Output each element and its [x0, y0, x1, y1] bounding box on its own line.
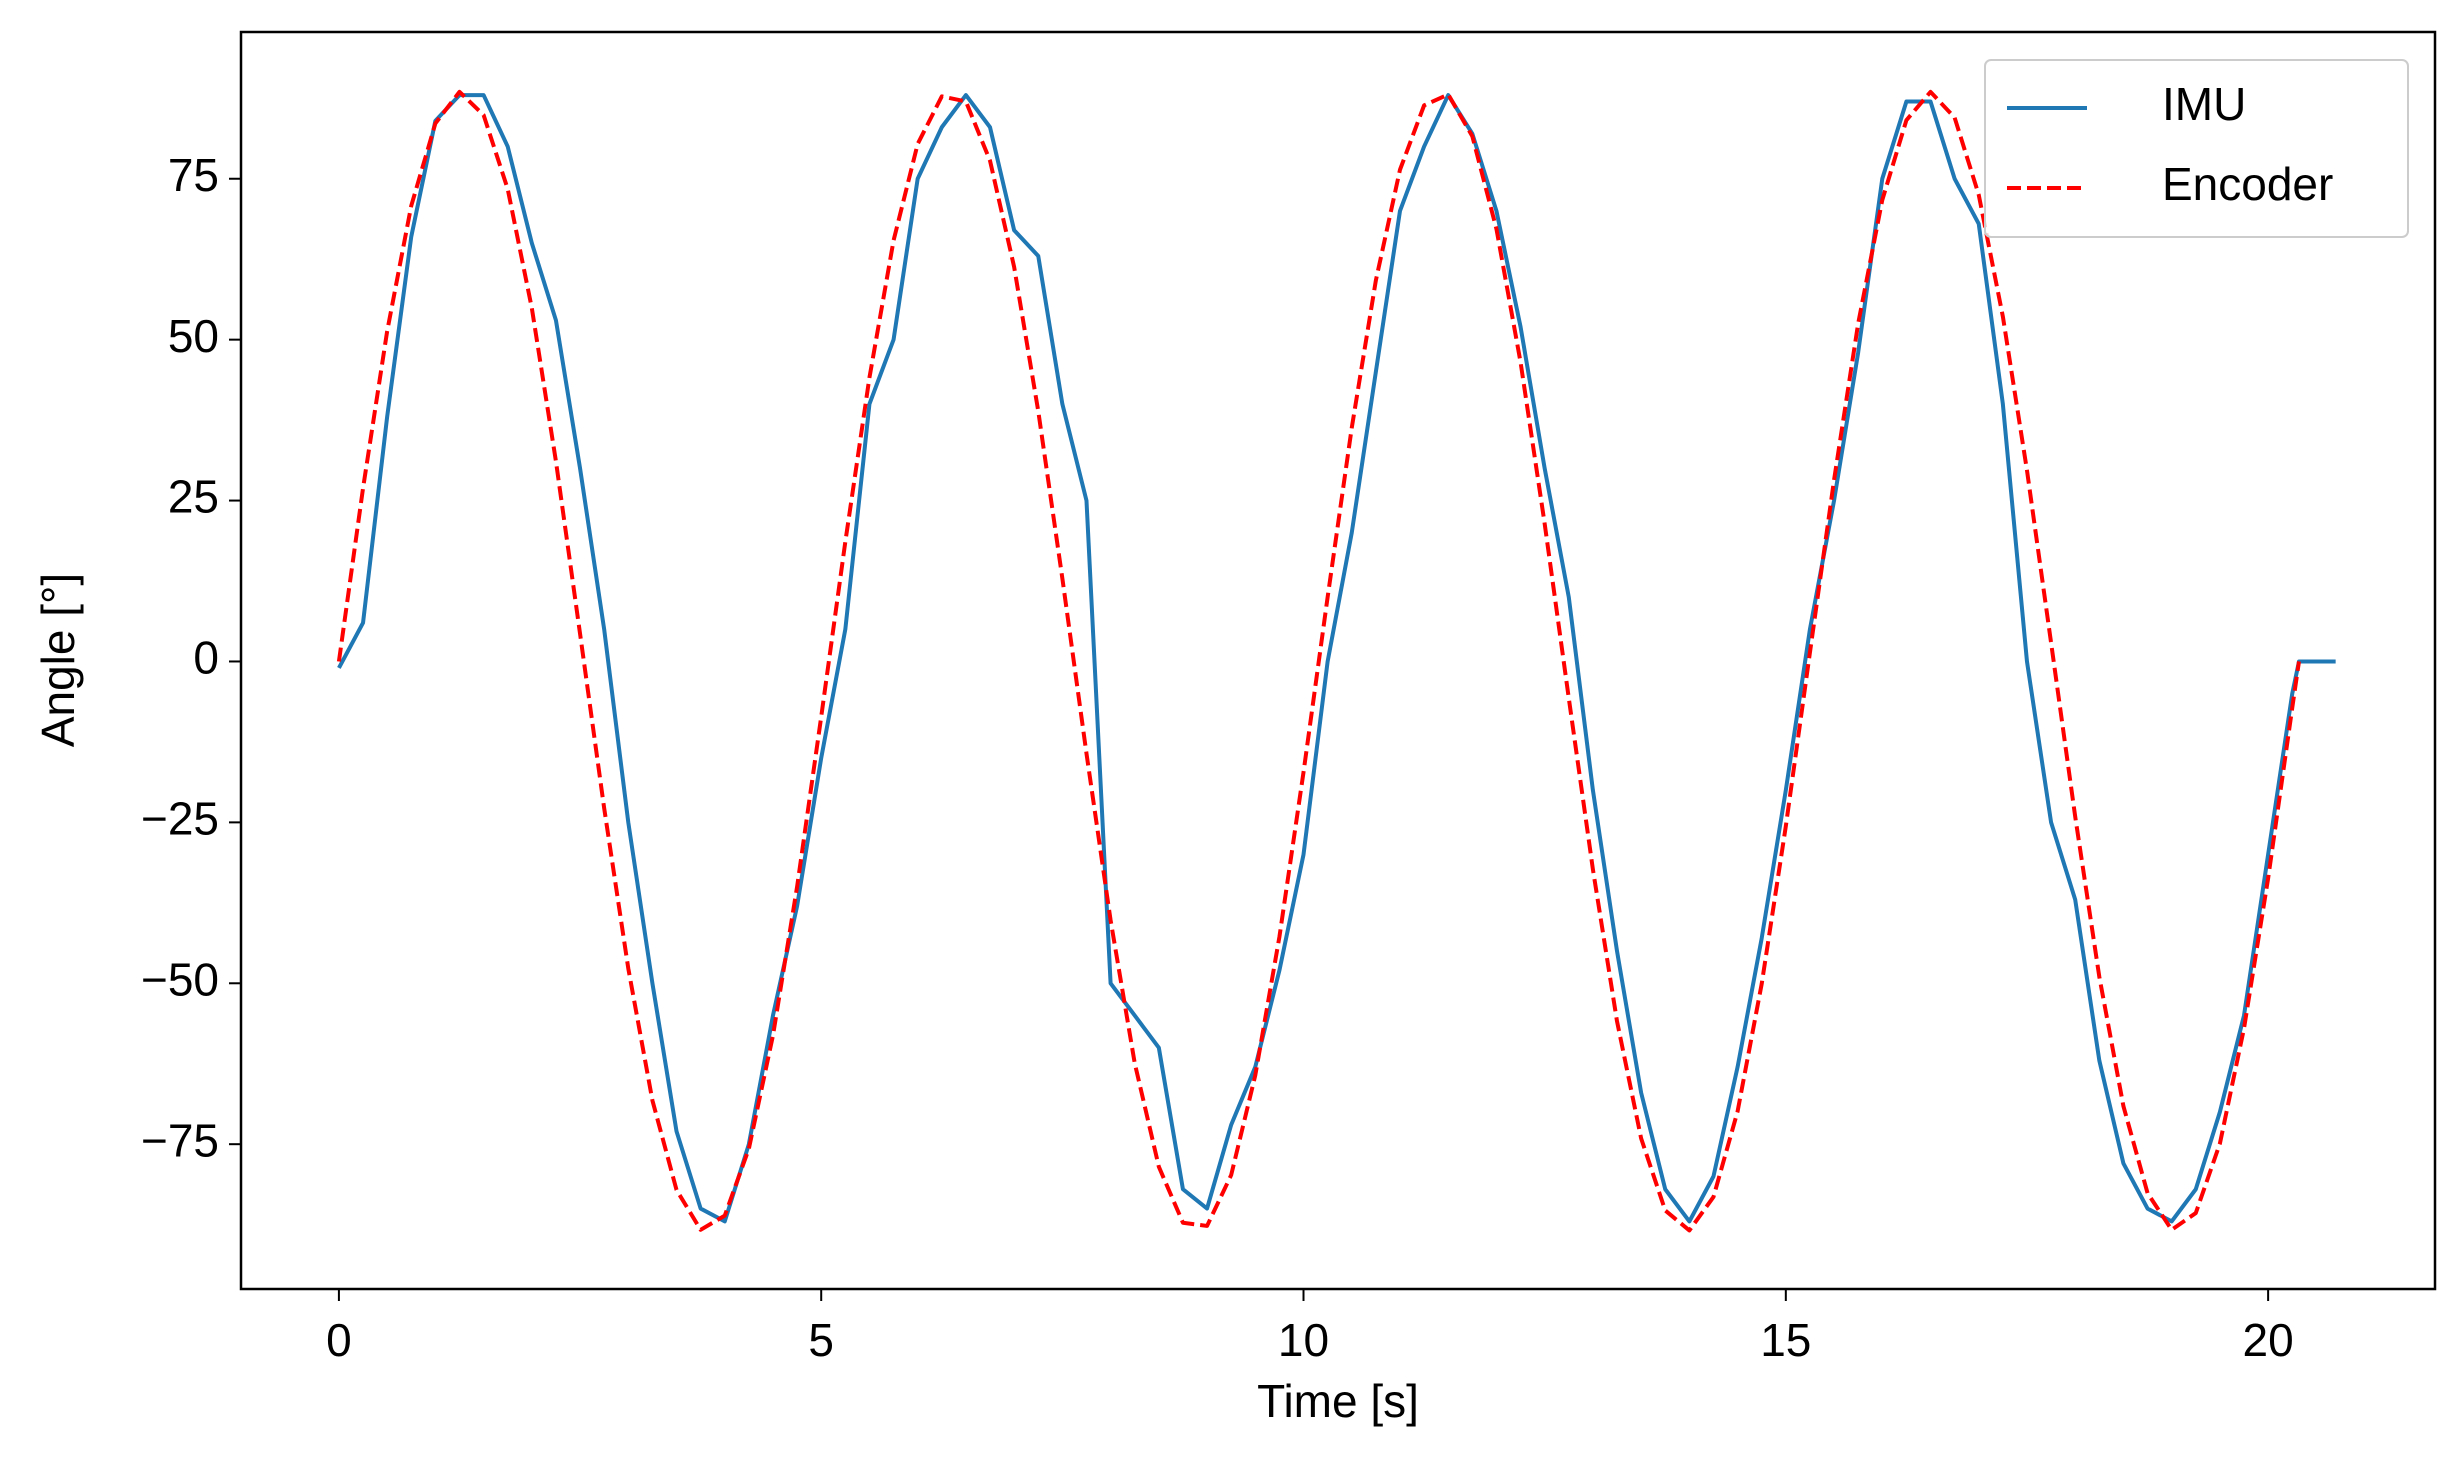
series-line — [336, 89, 2301, 1233]
x-tick-label: 20 — [2243, 1314, 2294, 1366]
y-axis-label: Angle [°] — [32, 573, 84, 747]
plot-frame — [239, 30, 2437, 1291]
y-tick-label: 25 — [168, 471, 219, 523]
series-line — [337, 93, 2336, 1224]
y-tick-label: 0 — [193, 632, 219, 684]
legend-box — [1984, 59, 2409, 238]
y-tick-label: 75 — [168, 149, 219, 201]
x-tick-label: 15 — [1760, 1314, 1811, 1366]
x-axis-label: Time [s] — [1257, 1375, 1419, 1427]
y-tick-label: −50 — [141, 953, 219, 1005]
x-tick-label: 10 — [1278, 1314, 1329, 1366]
x-tick-label: 5 — [808, 1314, 834, 1366]
x-tick-label: 0 — [326, 1314, 352, 1366]
legend-label: Encoder — [2162, 158, 2333, 210]
y-tick-label: 50 — [168, 310, 219, 362]
y-tick-label: −25 — [141, 793, 219, 845]
y-tick-label: −75 — [141, 1114, 219, 1166]
legend-label: IMU — [2162, 78, 2246, 130]
